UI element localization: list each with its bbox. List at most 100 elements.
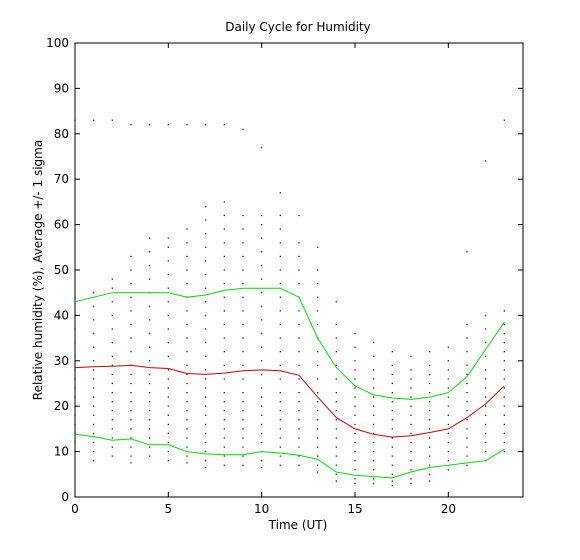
scatter-point-23-12	[503, 414, 505, 416]
scatter-point-15-6	[354, 396, 356, 398]
scatter-point-17-5	[391, 401, 393, 403]
scatter-point-11-3	[279, 242, 281, 244]
scatter-point-1-12	[93, 414, 95, 416]
scatter-point-1-4	[93, 333, 95, 335]
scatter-point-23-13	[503, 423, 505, 425]
scatter-point-4-12	[149, 382, 151, 385]
scatter-point-23-10	[503, 396, 505, 398]
scatter-point-12-8	[298, 337, 300, 339]
scatter-point-5-11	[167, 369, 169, 371]
scatter-point-7-8	[205, 301, 207, 303]
scatter-point-7-0	[205, 124, 207, 126]
scatter-point-11-15	[279, 401, 281, 403]
scatter-point-9-21	[242, 455, 244, 457]
scatter-point-3-19	[130, 455, 132, 457]
scatter-point-0-1	[74, 296, 76, 298]
scatter-point-10-2	[261, 224, 263, 226]
y-tick-label-100: 100	[46, 36, 69, 50]
scatter-point-8-11	[223, 337, 225, 339]
scatter-point-4-9	[149, 346, 151, 348]
scatter-point-10-23	[261, 466, 263, 469]
scatter-point-19-10	[429, 446, 431, 448]
scatter-point-14-6	[335, 392, 337, 394]
scatter-point-14-7	[335, 401, 337, 403]
scatter-point-8-18	[223, 419, 225, 421]
scatter-point-1-13	[93, 423, 95, 425]
scatter-point-18-2	[410, 378, 412, 380]
scatter-point-3-16	[130, 428, 132, 430]
scatter-point-22-12	[485, 432, 487, 434]
scatter-point-13-15	[317, 437, 319, 439]
scatter-point-1-15	[93, 441, 95, 444]
scatter-point-20-13	[447, 469, 449, 471]
scatter-point-16-8	[373, 423, 375, 425]
scatter-point-2-3	[111, 301, 113, 303]
scatter-point-22-13	[485, 441, 487, 444]
scatter-point-17-13	[391, 473, 393, 475]
scatter-point-15-5	[354, 387, 356, 389]
scatter-point-7-9	[205, 314, 207, 316]
scatter-point-7-10	[205, 328, 207, 330]
scatter-point-8-20	[223, 437, 225, 439]
scatter-point-23-8	[503, 378, 505, 380]
scatter-point-8-3	[223, 228, 225, 230]
scatter-point-11-1	[279, 214, 281, 217]
scatter-point-6-9	[186, 337, 188, 339]
scatter-point-12-9	[298, 351, 300, 353]
scatter-point-21-7	[466, 392, 468, 394]
scatter-point-21-13	[466, 446, 468, 448]
y-axis-label: Relative humidity (%), Average +/- 1 sig…	[31, 140, 45, 400]
y-tick-label-20: 20	[54, 399, 69, 413]
scatter-point-3-5	[130, 310, 132, 312]
scatter-point-22-10	[485, 414, 487, 416]
scatter-point-8-8	[223, 296, 225, 298]
scatter-point-15-14	[354, 469, 356, 471]
scatter-point-13-3	[317, 296, 319, 298]
scatter-point-9-13	[242, 378, 244, 380]
scatter-point-11-16	[279, 410, 281, 412]
scatter-point-10-0	[261, 146, 263, 148]
scatter-point-22-7	[485, 387, 487, 389]
scatter-point-2-14	[111, 419, 113, 421]
scatter-point-18-10	[410, 451, 412, 453]
scatter-point-20-7	[447, 414, 449, 416]
scatter-point-0-8	[74, 387, 76, 389]
scatter-point-6-1	[186, 228, 188, 230]
scatter-point-4-2	[149, 251, 151, 253]
scatter-point-20-10	[447, 441, 449, 444]
scatter-point-16-10	[373, 441, 375, 444]
scatter-point-19-11	[429, 455, 431, 457]
scatter-point-7-18	[205, 414, 207, 416]
scatter-point-10-4	[261, 251, 263, 253]
scatter-point-13-2	[317, 283, 319, 285]
scatter-point-17-9	[391, 437, 393, 439]
scatter-points	[74, 119, 505, 487]
series-line-mean	[74, 364, 505, 438]
scatter-point-5-8	[167, 328, 169, 330]
scatter-point-14-3	[335, 351, 337, 353]
scatter-point-6-22	[186, 462, 188, 464]
scatter-point-1-6	[93, 360, 95, 362]
scatter-point-7-19	[205, 423, 207, 425]
scatter-point-21-2	[466, 337, 468, 339]
scatter-point-7-14	[205, 378, 207, 380]
x-tick-label-20: 20	[441, 502, 456, 516]
scatter-point-4-17	[149, 428, 151, 430]
scatter-point-22-2	[485, 328, 487, 330]
scatter-point-15-2	[354, 360, 356, 362]
y-tick-label-0: 0	[61, 490, 69, 504]
scatter-point-22-3	[485, 342, 487, 344]
scatter-point-12-7	[298, 323, 300, 326]
scatter-point-13-7	[317, 351, 319, 353]
scatter-point-4-0	[149, 124, 151, 126]
scatter-point-7-20	[205, 432, 207, 434]
scatter-point-19-3	[429, 382, 431, 385]
scatter-point-16-0	[373, 342, 375, 344]
scatter-point-23-6	[503, 360, 505, 362]
scatter-point-5-21	[167, 460, 169, 462]
scatter-point-18-8	[410, 432, 412, 434]
scatter-point-15-11	[354, 441, 356, 444]
scatter-point-21-8	[466, 401, 468, 403]
scatter-point-9-15	[242, 401, 244, 403]
scatter-point-21-4	[466, 364, 468, 366]
